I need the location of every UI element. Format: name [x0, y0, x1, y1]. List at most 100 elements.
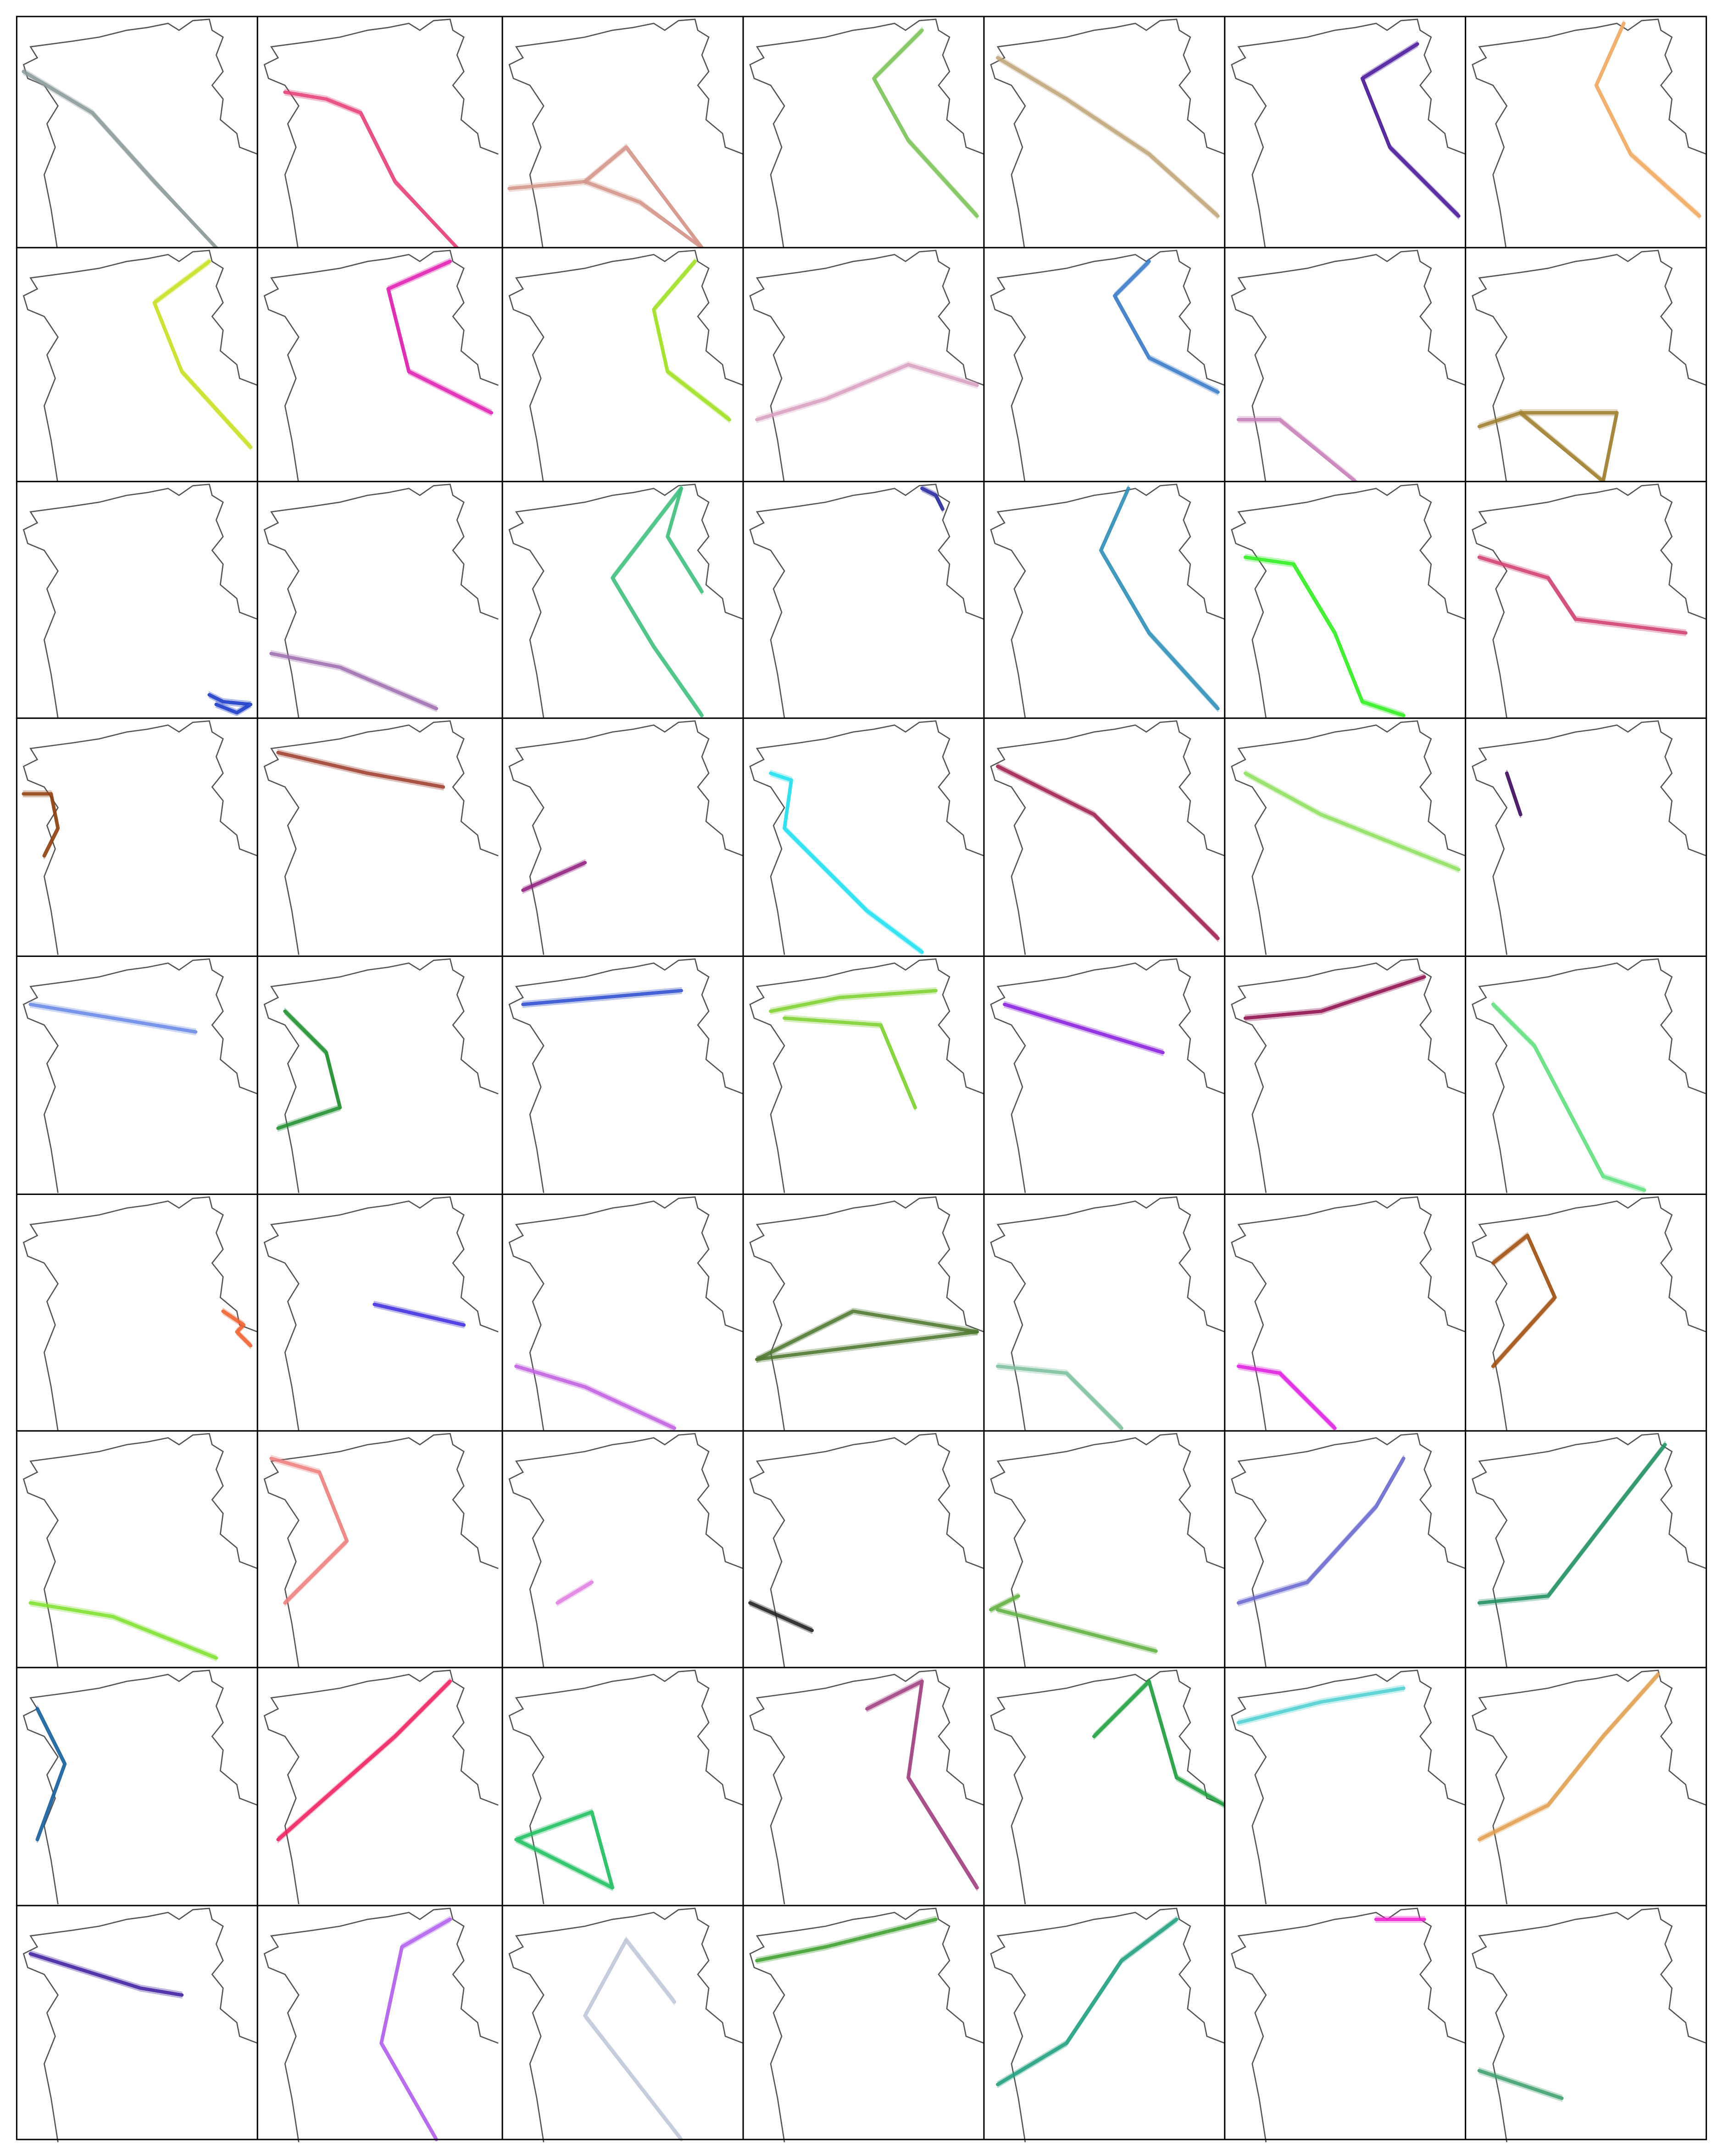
- trajectory-cluster: [522, 865, 586, 894]
- panel-background: [257, 1431, 503, 1668]
- map-panel: [742, 247, 985, 485]
- trajectory-cluster: [152, 259, 253, 449]
- trajectory-cluster: [1478, 2067, 1563, 2096]
- trajectory-cluster: [277, 1678, 451, 1838]
- trajectory-cluster: [1477, 555, 1688, 635]
- map-panel: [983, 1667, 1227, 1906]
- trajectory-cluster: [515, 1368, 675, 1432]
- trajectory-cluster: [755, 1309, 979, 1361]
- trajectory-cluster: [1004, 1006, 1164, 1056]
- panel-background: [1465, 16, 1706, 248]
- trajectory-cluster: [756, 361, 978, 418]
- trajectory-cluster: [222, 1313, 251, 1349]
- map-panel: [1224, 1905, 1467, 2143]
- trajectory-cluster: [283, 90, 459, 250]
- trajectory-cluster: [373, 1306, 465, 1328]
- trajectory-cluster: [756, 1916, 937, 1959]
- map-panel: [1465, 1193, 1707, 1432]
- trajectory-cluster: [515, 1362, 675, 1426]
- trajectory-cluster: [521, 861, 587, 892]
- panel-background: [257, 1906, 503, 2140]
- trajectory-cluster: [1112, 259, 1220, 394]
- trajectory-cluster: [1245, 979, 1425, 1022]
- map-panel: [742, 16, 985, 254]
- trajectory-cluster: [222, 1307, 251, 1344]
- panel-background: [984, 1431, 1225, 1668]
- trajectory-cluster: [514, 1810, 615, 1890]
- map-panel: [1465, 1667, 1707, 1906]
- trajectory-cluster: [379, 1917, 452, 2141]
- trajectory-cluster: [996, 764, 1220, 940]
- map-panel: [256, 1667, 503, 1906]
- trajectory-cluster: [770, 987, 937, 1010]
- panel-background: [1224, 1431, 1466, 1668]
- map-panel: [256, 956, 503, 1195]
- trajectory-cluster: [29, 1006, 196, 1036]
- map-panel: [16, 956, 258, 1195]
- trajectory-cluster: [522, 993, 682, 1008]
- panel-background: [502, 481, 744, 718]
- map-panel: [983, 247, 1226, 485]
- map-panel: [16, 717, 258, 957]
- map-panel: [1465, 1905, 1707, 2143]
- trajectory-cluster: [1236, 417, 1357, 483]
- panel-background: [1224, 16, 1466, 248]
- map-panel: [1465, 481, 1707, 719]
- trajectory-cluster: [269, 651, 439, 711]
- trajectory-cluster: [611, 486, 704, 717]
- map-panel: [1224, 717, 1467, 957]
- panel-background: [17, 1194, 258, 1431]
- panel-background: [984, 247, 1225, 482]
- trajectory-cluster: [755, 1330, 979, 1361]
- trajectory-cluster: [221, 1309, 253, 1348]
- map-panel: [256, 717, 503, 957]
- trajectory-cluster: [29, 1599, 217, 1656]
- trajectory-cluster: [521, 989, 683, 1006]
- map-panel: [1465, 717, 1707, 957]
- trajectory-cluster: [22, 792, 60, 858]
- map-panel: [1224, 1667, 1467, 1906]
- map-panel: [1224, 1430, 1467, 1668]
- trajectory-cluster: [1238, 1368, 1336, 1432]
- panel-background: [502, 247, 744, 482]
- map-panel: [742, 481, 985, 719]
- trajectory-cluster: [769, 771, 924, 954]
- panel-background: [502, 16, 744, 248]
- trajectory-cluster: [624, 1938, 676, 2004]
- trajectory-cluster: [207, 693, 253, 715]
- trajectory-cluster: [372, 1302, 466, 1327]
- map-panel: [983, 1430, 1226, 1668]
- trajectory-cluster: [1491, 1234, 1557, 1368]
- panel-background: [1224, 1194, 1466, 1431]
- map-panel: [983, 956, 1226, 1195]
- map-panel: [16, 1905, 258, 2143]
- trajectory-cluster: [1003, 1002, 1165, 1055]
- trajectory-cluster: [1092, 1679, 1227, 1807]
- panel-background: [257, 16, 503, 248]
- trajectory-cluster: [990, 1592, 1019, 1608]
- trajectory-cluster: [749, 1599, 813, 1628]
- panel-border: [1465, 1905, 1707, 2140]
- trajectory-cluster: [35, 1707, 67, 1842]
- trajectory-cluster: [997, 768, 1219, 942]
- map-panel: [742, 1905, 985, 2143]
- trajectory-cluster: [770, 775, 923, 956]
- map-panel: [1465, 247, 1707, 485]
- trajectory-cluster: [1243, 555, 1406, 717]
- map-panel: [16, 16, 258, 254]
- trajectory-cluster: [386, 259, 494, 415]
- trajectory-cluster: [770, 993, 937, 1015]
- trajectory-cluster: [1238, 416, 1356, 480]
- panel-background: [17, 16, 258, 248]
- trajectory-cluster: [28, 1002, 198, 1034]
- map-panel: [501, 1430, 744, 1668]
- trajectory-cluster: [997, 1611, 1157, 1655]
- trajectory-cluster: [989, 1594, 1020, 1612]
- map-panel: [256, 1430, 503, 1668]
- trajectory-cluster: [997, 1606, 1157, 1649]
- map-panel: [16, 481, 258, 719]
- panel-background: [502, 1194, 744, 1431]
- trajectory-cluster: [556, 1578, 593, 1601]
- panel-background: [743, 1431, 984, 1668]
